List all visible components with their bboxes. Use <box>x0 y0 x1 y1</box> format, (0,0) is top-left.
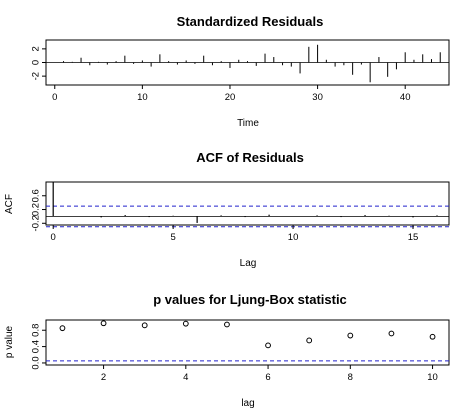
residuals-y-ticks: -2 0 2 <box>31 46 46 80</box>
panel-acf: ACF of Residuals 0 5 10 15 -0.20.20.6 Lag A… <box>4 150 450 269</box>
acf-x-tick-label: 5 <box>170 232 175 243</box>
ljung-box-y-tick-label: 0.8 <box>31 324 42 337</box>
ljung-box-point <box>265 342 271 349</box>
ljung-box-point <box>388 330 395 337</box>
ljung-box-x-tick-label: 10 <box>427 372 438 383</box>
residuals-title: Standardized Residuals <box>177 14 324 29</box>
ljung-box-y-ticks: 0.0 0.4 0.8 <box>31 324 46 370</box>
ljung-box-point <box>141 322 148 329</box>
acf-spikes <box>52 182 438 223</box>
ljung-box-y-tick-label: 0.0 <box>31 356 42 369</box>
ljung-box-point <box>182 320 189 327</box>
ljung-box-x-tick-label: 2 <box>101 372 106 383</box>
acf-x-ticks: 0 5 10 15 <box>51 225 419 243</box>
ljung-box-point <box>59 325 66 332</box>
acf-y-tick-label: 0.2 <box>31 203 42 216</box>
ljung-box-point <box>306 337 313 344</box>
acf-x-tick-label: 15 <box>408 232 419 243</box>
ljung-box-plot-frame <box>45 319 450 366</box>
acf-plot-frame <box>45 181 450 226</box>
ljung-box-title: p values for Ljung-Box statistic <box>153 292 347 307</box>
panel-residuals: Standardized Residuals 0 10 20 30 40 -2 0 2 Ti… <box>31 14 450 129</box>
ljung-box-x-ticks: 2 4 6 8 10 <box>101 365 438 383</box>
residuals-x-tick-label: 30 <box>312 92 323 103</box>
ljung-box-x-axis-label: lag <box>241 398 254 409</box>
acf-x-axis-label: Lag <box>240 258 257 269</box>
residuals-y-tick-label: -2 <box>31 72 42 80</box>
panel-ljung-box: p values for Ljung-Box statistic 2 4 6 8 10 … <box>4 292 450 409</box>
residuals-x-tick-label: 0 <box>52 92 57 103</box>
ljung-box-point <box>347 332 354 339</box>
acf-reference-lines <box>46 205 449 228</box>
residuals-spikes <box>63 44 441 83</box>
ljung-box-x-tick-label: 4 <box>183 372 188 383</box>
acf-x-tick-label: 10 <box>288 232 299 243</box>
ljung-box-y-axis-label: p value <box>4 325 15 358</box>
ljung-box-x-tick-label: 8 <box>348 372 353 383</box>
residuals-x-axis-label: Time <box>237 118 259 129</box>
residuals-x-tick-label: 40 <box>400 92 411 103</box>
acf-y-tick-label: 0.6 <box>31 189 42 202</box>
acf-title: ACF of Residuals <box>196 150 304 165</box>
residuals-y-tick-label: 2 <box>31 46 42 51</box>
acf-y-tick-label: -0.2 <box>31 215 42 231</box>
ljung-box-x-tick-label: 6 <box>265 372 270 383</box>
residuals-x-tick-label: 10 <box>137 92 148 103</box>
acf-y-ticks: -0.20.20.6 <box>31 189 46 231</box>
ljung-box-y-tick-label: 0.4 <box>31 340 42 353</box>
ljung-box-point <box>100 320 107 327</box>
residuals-y-tick-label: 0 <box>31 60 42 65</box>
ljung-box-point <box>224 321 230 328</box>
residuals-x-tick-label: 20 <box>225 92 236 103</box>
residuals-x-ticks: 0 10 20 30 40 <box>52 85 410 103</box>
acf-x-tick-label: 0 <box>51 232 56 243</box>
acf-y-axis-label: ACF <box>4 194 15 214</box>
ljung-box-points <box>59 320 436 349</box>
ljung-box-point <box>429 333 436 340</box>
